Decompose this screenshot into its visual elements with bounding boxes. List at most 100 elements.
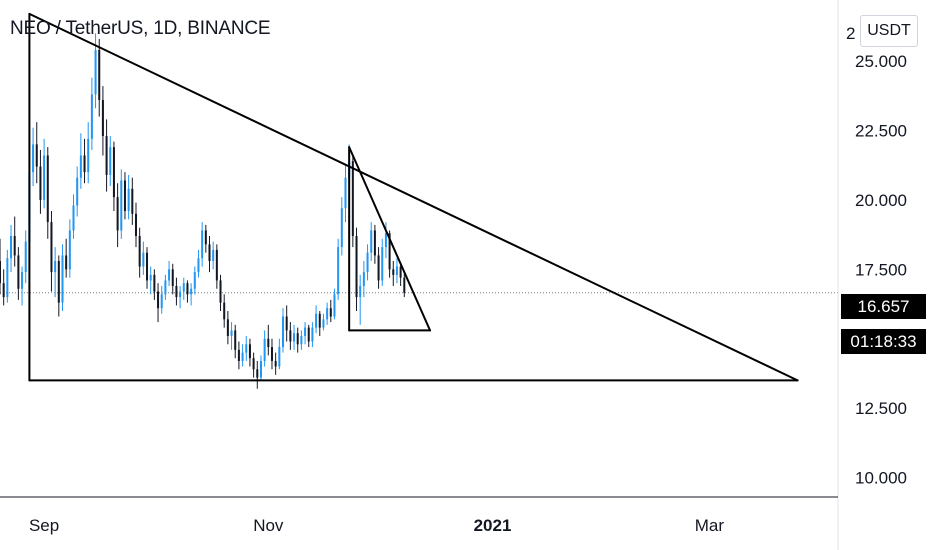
candle [179,285,182,309]
candle-body [326,308,329,320]
candle-body [307,327,310,342]
candle-body [13,236,16,256]
candle-body [270,347,273,361]
candle-body [373,230,376,256]
candle-body [83,155,86,173]
candle-body [337,247,340,295]
trendlines [28,12,799,382]
candle-body [388,233,391,270]
candle-body [362,272,365,286]
candle [57,255,60,317]
price-tick-label: 12.500 [855,399,907,418]
candle [109,136,112,187]
candle-body [322,319,325,328]
candle-body [219,280,222,303]
candle [153,269,156,300]
candle [193,266,196,295]
candle-body [263,338,266,361]
candle-body [333,294,336,317]
candle [333,288,336,320]
candle [215,244,218,289]
candle-body [24,241,27,273]
candle-body [65,255,68,270]
candle-body [50,222,53,273]
candle [39,149,42,214]
candle-body [116,197,119,231]
candle-body [223,302,226,320]
price-tick-label: 17.500 [855,260,907,279]
candle [300,330,303,350]
candle-body [138,236,141,267]
candle [101,86,104,156]
candle-body [340,208,343,248]
candle-body [90,94,93,139]
candle [116,183,119,248]
candle [248,338,251,367]
time-tick-label: 2021 [474,516,512,535]
candle-body [10,236,13,259]
candle-body [123,180,126,212]
candle-body [79,155,82,178]
candle-body [370,230,373,253]
currency-button[interactable]: USDT [860,15,918,47]
candle-body [54,260,57,273]
candle [13,216,16,267]
candle-body [134,213,138,237]
candle [17,247,20,300]
candle [168,260,171,286]
candle-body [46,155,49,223]
candle-body [179,291,182,298]
candle-body [256,369,259,378]
candle [234,324,237,359]
candle [293,324,296,350]
candle-body [57,260,60,303]
candle [395,258,398,284]
candle [377,247,380,289]
time-tick-label: Nov [253,516,284,535]
candle [120,169,123,239]
candle-body [296,333,299,345]
candle [10,224,13,273]
candle [307,324,310,348]
candle [285,305,288,342]
candle-body [311,327,314,342]
candle [267,324,270,356]
candle [190,283,193,306]
candle-body [193,272,196,289]
price-axis[interactable]: 2 10.000 12.500 17.500 20.000 22.500 25.000 [846,24,907,488]
candle [68,219,71,278]
candle [281,308,285,353]
candle-body [278,347,281,367]
candle-body [344,177,347,209]
candle-body [259,360,262,378]
candle [311,322,314,348]
candle [186,280,189,303]
candle-body [157,291,160,309]
candle-body [182,283,185,292]
candle [340,197,343,256]
candle [219,274,222,311]
candle [359,274,362,325]
current-price-badge: 16.657 [841,294,926,319]
candle-body [318,313,321,328]
candle-body [6,258,9,298]
candle-body [0,260,2,284]
candle [50,211,53,292]
candle [160,285,163,314]
candle-body [293,333,296,342]
candle [259,355,262,381]
candles [0,33,406,389]
price-tick-label: 22.500 [855,121,907,140]
candle [0,238,2,295]
candle [403,272,406,298]
candle [171,263,174,295]
candle [35,122,38,184]
candle [289,322,292,350]
candle [263,330,266,367]
candle [87,122,90,184]
candle [373,224,376,264]
candle [256,360,259,389]
time-axis[interactable]: Sep Nov 2021 Mar [29,516,724,535]
candle [362,260,365,298]
